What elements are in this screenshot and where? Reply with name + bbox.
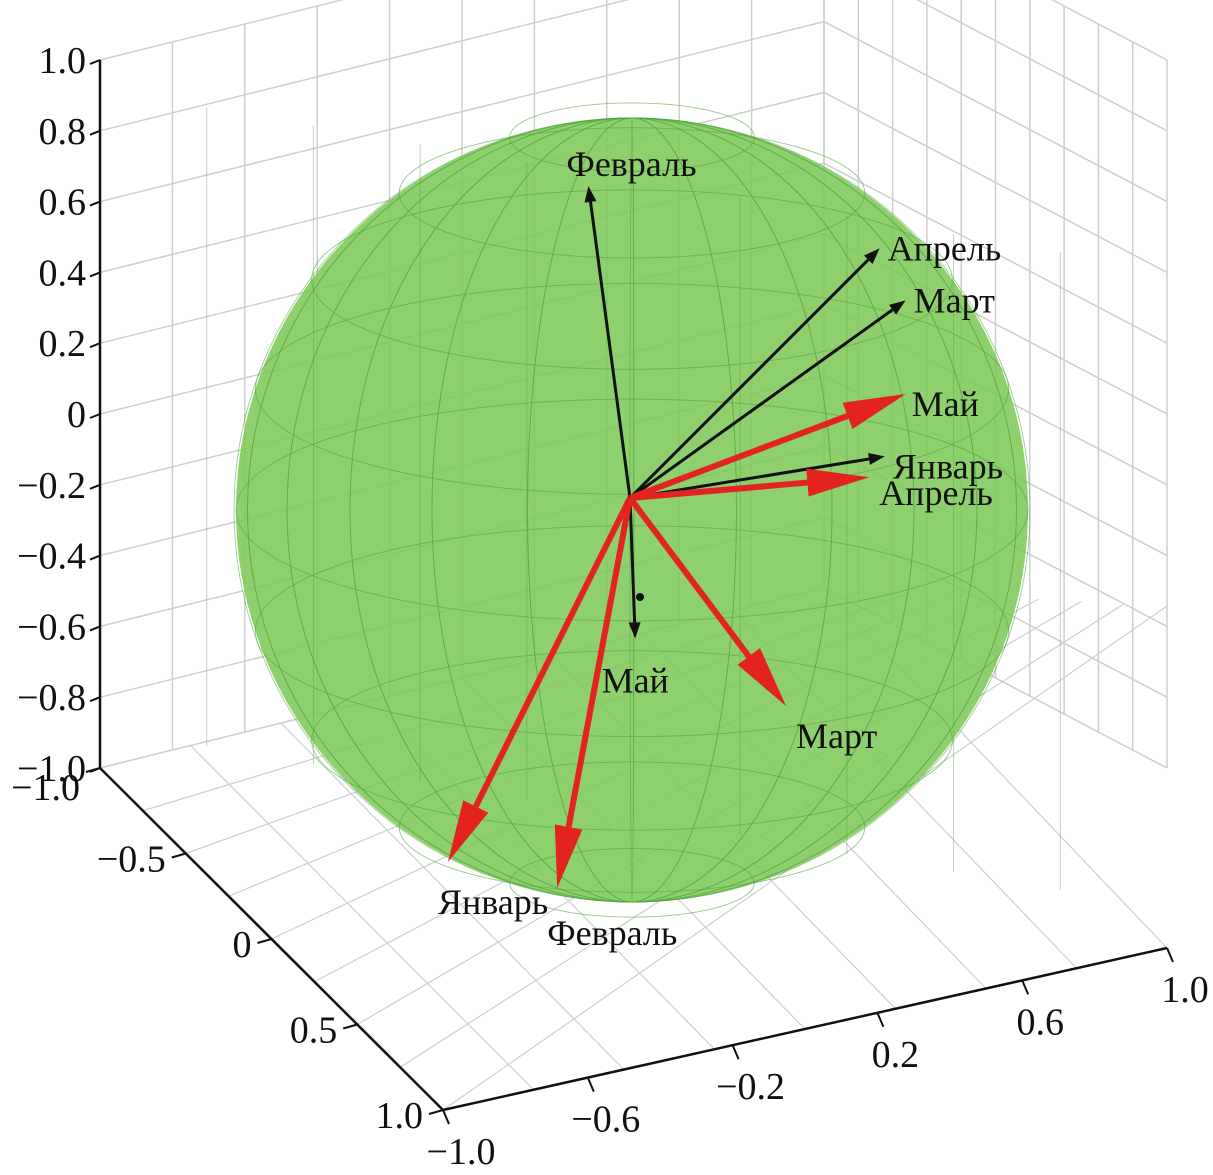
z-tick-label: 0.2 bbox=[39, 323, 87, 365]
bottom-tick bbox=[442, 1109, 450, 1125]
left-tick-label: 0.5 bbox=[290, 1010, 338, 1052]
left-tick bbox=[428, 1109, 444, 1115]
left-tick bbox=[342, 1023, 358, 1030]
vector-label: Январь bbox=[893, 446, 1003, 486]
left-tick-label: −0.5 bbox=[97, 839, 166, 881]
bottom-tick-label: −0.2 bbox=[716, 1066, 785, 1108]
left-tick-label: −1.0 bbox=[11, 767, 80, 809]
black-vector bbox=[589, 201, 632, 499]
bottom-tick-label: 1.0 bbox=[1161, 969, 1209, 1011]
grid-line bbox=[280, 722, 625, 1070]
vector-label: Март bbox=[914, 280, 996, 320]
black-vector bbox=[629, 308, 894, 500]
z-tick bbox=[89, 342, 101, 349]
bottom-tick-label: 0.6 bbox=[1016, 1001, 1064, 1043]
red-vector bbox=[565, 497, 633, 828]
axes-layer bbox=[85, 59, 1174, 1125]
z-tick bbox=[89, 625, 101, 632]
bottom-tick-label: −1.0 bbox=[427, 1131, 496, 1170]
left-tick-label: 0 bbox=[233, 924, 252, 966]
z-tick-label: −1.0 bbox=[17, 748, 86, 790]
left-tick bbox=[257, 938, 272, 944]
red-vector bbox=[628, 413, 849, 501]
vector-label: Май bbox=[912, 384, 979, 424]
vector-label: Февраль bbox=[566, 144, 696, 184]
z-tick bbox=[89, 483, 101, 490]
vector-label: Май bbox=[602, 660, 669, 700]
z-tick bbox=[89, 271, 101, 278]
z-tick-label: 0.8 bbox=[39, 111, 87, 153]
bottom-tick bbox=[731, 1044, 740, 1060]
red-arrowhead bbox=[737, 648, 786, 706]
black-arrowhead bbox=[864, 248, 880, 264]
vector-label: Февраль bbox=[547, 913, 677, 953]
bottom-tick-label: 0.2 bbox=[872, 1034, 920, 1076]
black-arrowhead bbox=[868, 453, 885, 465]
z-tick bbox=[89, 554, 101, 561]
sphere bbox=[236, 118, 1028, 902]
sphere-layer bbox=[206, 102, 1061, 918]
black-arrowhead bbox=[628, 622, 641, 639]
red-arrowhead bbox=[842, 394, 906, 429]
black-vector bbox=[628, 497, 637, 623]
sphere-wireframe bbox=[235, 398, 1029, 622]
z-tick bbox=[89, 413, 101, 419]
red-vector bbox=[629, 479, 808, 501]
vector-end-dot bbox=[636, 593, 644, 601]
z-tick-label: 1.0 bbox=[39, 40, 87, 82]
left-tick bbox=[85, 767, 101, 773]
left-tick bbox=[171, 852, 187, 859]
z-tick-label: −0.8 bbox=[17, 677, 86, 719]
grid-line bbox=[1051, 0, 1168, 61]
bottom-tick bbox=[876, 1012, 885, 1028]
red-vector bbox=[627, 496, 752, 659]
z-tick-label: −0.6 bbox=[17, 606, 86, 648]
z-tick-label: −0.4 bbox=[17, 536, 86, 578]
black-vector bbox=[629, 457, 870, 500]
vector-label: Март bbox=[796, 716, 878, 756]
black-arrowhead bbox=[584, 186, 597, 203]
z-tick bbox=[89, 200, 101, 207]
labels-layer: 1.00.80.60.40.20−0.2−0.4−0.6−0.8−1.0−1.0… bbox=[11, 40, 1209, 1173]
sphere-wireframe bbox=[311, 650, 953, 831]
red-arrowhead bbox=[554, 824, 583, 888]
red-arrowhead bbox=[448, 800, 489, 862]
z-tick bbox=[89, 129, 101, 136]
z-tick-label: 0 bbox=[67, 394, 86, 436]
red-arrowhead bbox=[806, 468, 870, 497]
black-vector bbox=[628, 258, 870, 500]
left-tick-label: 1.0 bbox=[376, 1095, 424, 1137]
sphere-wireframe bbox=[247, 117, 1017, 903]
z-tick-label: 0.6 bbox=[39, 182, 87, 224]
z-tick bbox=[89, 59, 101, 65]
red-vector bbox=[473, 496, 633, 808]
bottom-tick bbox=[586, 1077, 595, 1092]
bottom-tick bbox=[1166, 947, 1174, 963]
bottom-tick-label: −0.6 bbox=[571, 1099, 640, 1141]
bottom-tick bbox=[1021, 980, 1030, 995]
vector-label: Апрель bbox=[879, 473, 993, 513]
vector-label: Январь bbox=[438, 882, 548, 922]
z-tick-label: −0.2 bbox=[17, 465, 86, 507]
sphere-wireframe bbox=[398, 127, 866, 259]
vectors-layer bbox=[448, 186, 906, 888]
sphere-wireframe bbox=[398, 761, 866, 893]
grid-line bbox=[99, 0, 345, 61]
grid-line bbox=[190, 745, 534, 1091]
z-tick bbox=[89, 696, 101, 703]
black-arrowhead bbox=[889, 300, 906, 315]
vector-label: Апрель bbox=[888, 228, 1002, 268]
z-tick-label: 0.4 bbox=[39, 252, 87, 294]
bottom-axis bbox=[442, 946, 1168, 1112]
sphere-wireframe bbox=[311, 189, 953, 370]
